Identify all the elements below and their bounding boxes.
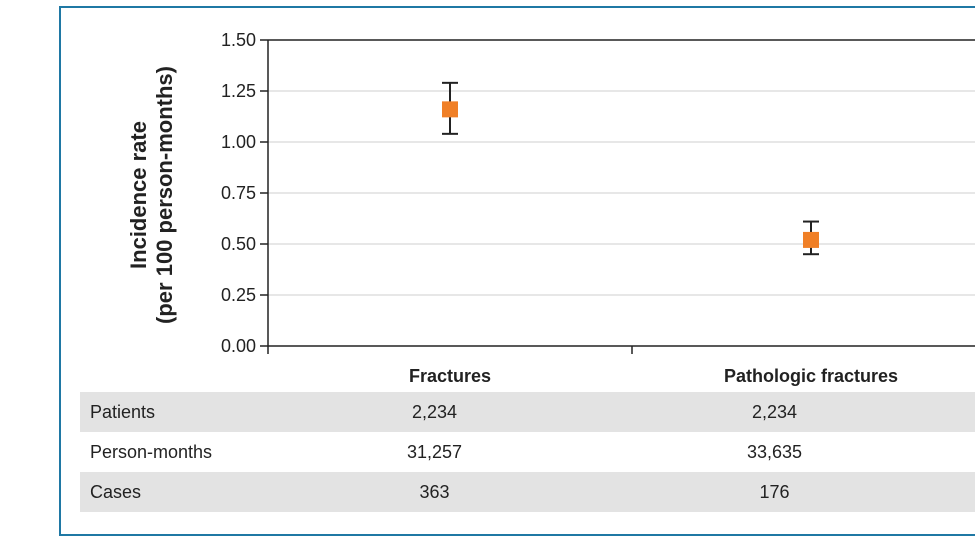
cell-pathologic: 176 — [759, 481, 790, 502]
cell-fractures: 2,234 — [411, 401, 458, 422]
cell-fractures: 31,257 — [406, 441, 463, 462]
cell-fractures: 363 — [419, 481, 450, 502]
row-label: Person-months — [90, 441, 213, 462]
point-marker — [803, 231, 819, 248]
row-label: Cases — [90, 481, 142, 502]
category-label-pathologic-fractures: Pathologic fractures — [724, 366, 898, 386]
category-label-fractures: Fractures — [409, 366, 491, 386]
table-row-person-months: Person-months 31,257 33,635 — [80, 432, 975, 472]
point-marker — [442, 101, 458, 118]
grid-lines — [268, 90, 975, 296]
table-row-cases: Cases 363 176 — [80, 472, 975, 512]
data-marks — [442, 81, 819, 256]
data-point-fractures — [442, 81, 458, 135]
y-axis-label-line2: (per 100 person-months) — [152, 66, 177, 324]
axes — [267, 39, 975, 354]
table-row-patients: Patients 2,234 2,234 — [80, 392, 975, 432]
y-axis-ticks: 0.00 0.25 0.50 0.75 1.00 1.25 1.50 — [221, 30, 268, 356]
y-tick-label: 0.50 — [221, 234, 256, 254]
y-tick-label: 0.00 — [221, 336, 256, 356]
y-axis-label-line1: Incidence rate — [126, 121, 151, 269]
y-tick-label: 0.25 — [221, 285, 256, 305]
y-tick-label: 1.25 — [221, 81, 256, 101]
cell-pathologic: 33,635 — [746, 441, 803, 462]
y-tick-label: 0.75 — [221, 183, 256, 203]
y-tick-label: 1.00 — [221, 132, 256, 152]
row-label: Patients — [90, 401, 156, 422]
summary-table: Patients 2,234 2,234 Person-months 31,25… — [80, 392, 975, 512]
cell-pathologic: 2,234 — [751, 401, 798, 422]
data-point-pathologic-fractures — [803, 220, 819, 256]
y-tick-label: 1.50 — [221, 30, 256, 50]
incidence-rate-chart: 0.00 0.25 0.50 0.75 1.00 1.25 1.50 Incidence r… — [126, 30, 975, 386]
